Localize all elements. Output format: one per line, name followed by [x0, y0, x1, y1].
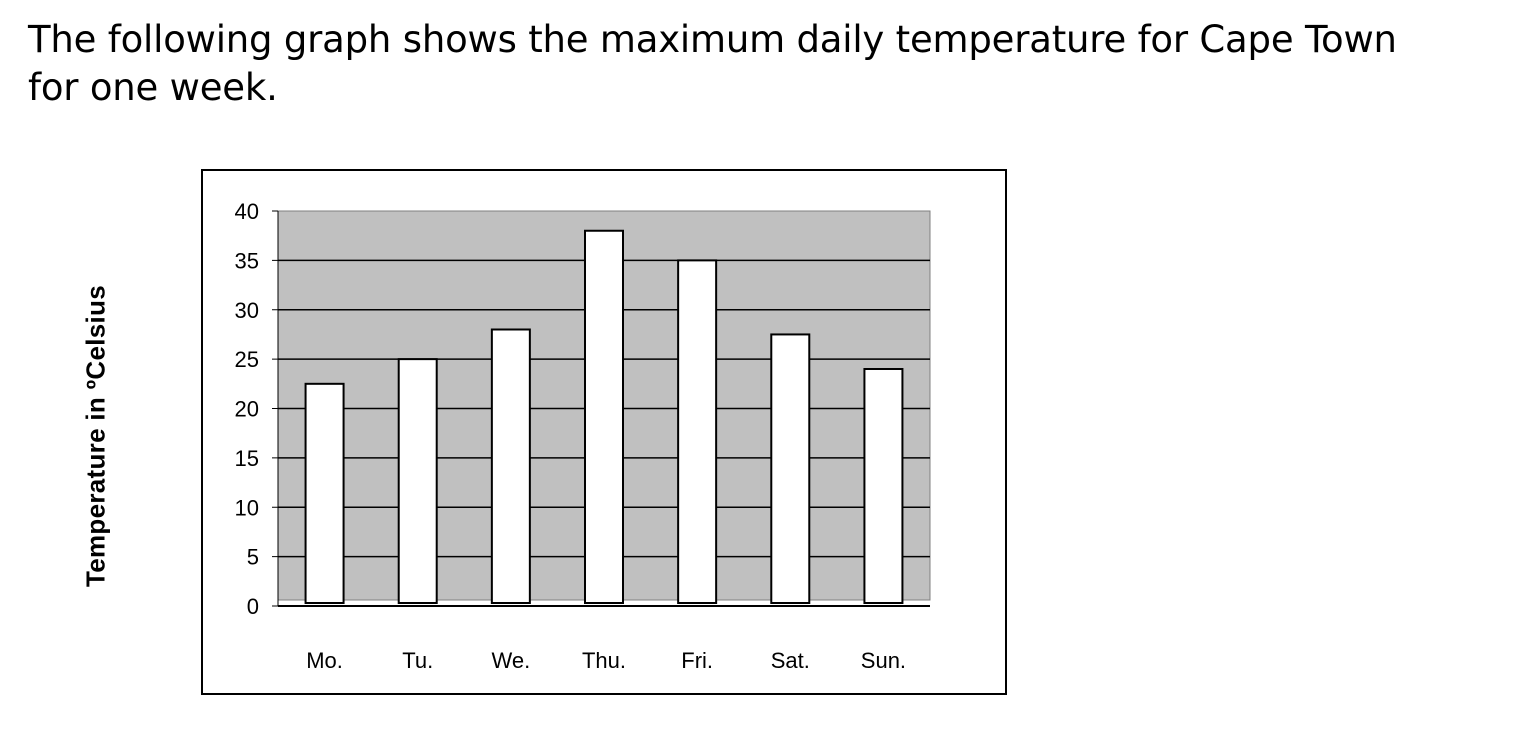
x-tick-label: Sat. — [771, 648, 810, 673]
bar-fri — [677, 259, 718, 604]
y-tick-label: 0 — [247, 594, 259, 619]
question-text: The following graph shows the maximum da… — [28, 16, 1488, 112]
y-tick-label: 30 — [235, 298, 259, 323]
y-tick-label: 15 — [235, 446, 259, 471]
y-tick-label: 10 — [235, 495, 259, 520]
bar-thu — [584, 229, 624, 604]
x-tick-label: Fri. — [681, 648, 713, 673]
bar-sun — [863, 368, 904, 604]
bar-we — [490, 328, 531, 604]
y-tick-label: 40 — [235, 199, 259, 224]
y-tick-label: 25 — [235, 347, 259, 372]
y-tick-label: 35 — [235, 248, 259, 273]
x-tick-label: Tu. — [402, 648, 433, 673]
bar-tu — [397, 358, 438, 604]
bar-sat — [770, 333, 811, 604]
x-tick-label: We. — [491, 648, 530, 673]
question-line-1: The following graph shows the maximum da… — [28, 18, 1397, 61]
chart-frame — [201, 169, 1007, 695]
x-tick-label: Mo. — [306, 648, 343, 673]
x-tick-label: Sun. — [861, 648, 906, 673]
x-tick-label: Thu. — [582, 648, 626, 673]
bar-mo — [304, 382, 345, 604]
question-line-2: for one week. — [28, 66, 278, 109]
y-tick-label: 5 — [247, 545, 259, 570]
y-tick-label: 20 — [235, 397, 259, 422]
